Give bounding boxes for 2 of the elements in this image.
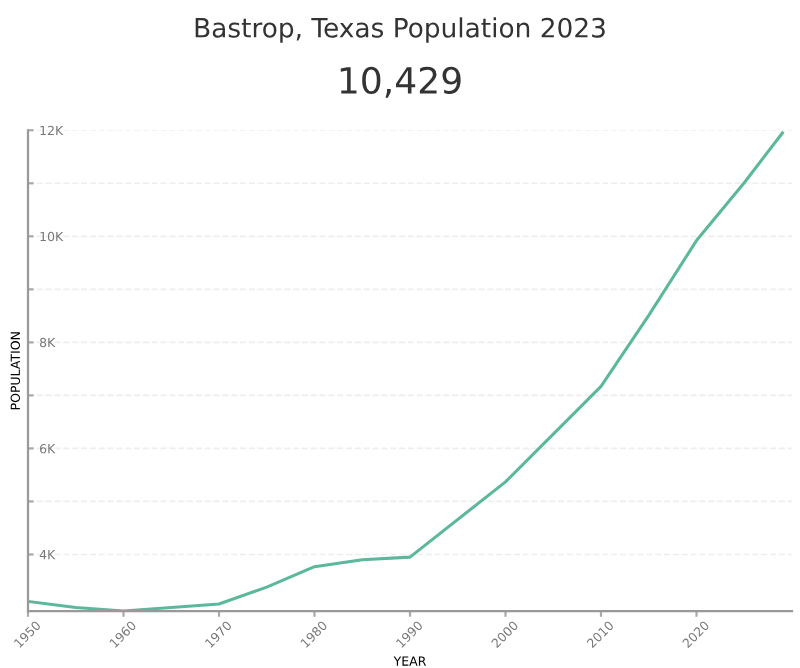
chart-title: Bastrop, Texas Population 2023: [195, 17, 605, 43]
chart-subtitle: 10,429: [340, 66, 461, 98]
